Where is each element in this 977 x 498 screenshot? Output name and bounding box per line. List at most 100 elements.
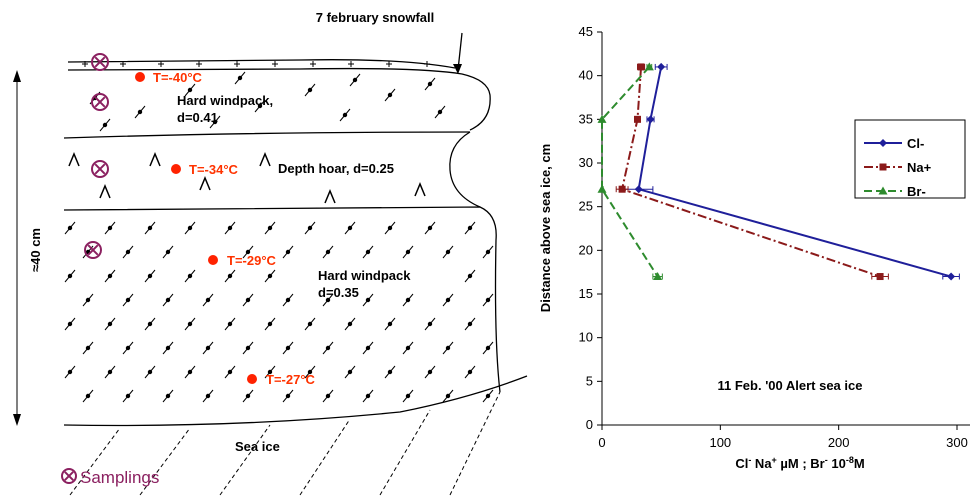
surface-plus-mark — [386, 61, 392, 67]
snow-grain — [464, 221, 476, 235]
snow-grain — [242, 341, 254, 355]
data-point — [947, 272, 956, 281]
snow-grain — [322, 245, 334, 259]
snow-grain — [304, 83, 316, 97]
y-tick-label: 45 — [579, 24, 593, 39]
snow-grain — [339, 108, 351, 122]
snow-grain — [99, 118, 111, 132]
data-point — [597, 184, 607, 193]
snow-grain — [282, 245, 294, 259]
y-tick-label: 15 — [579, 286, 593, 301]
depth-hoar-right-edge — [449, 131, 481, 208]
data-point — [657, 62, 666, 71]
snow-grain — [442, 293, 454, 307]
snow-grain — [184, 221, 196, 235]
snow-grain — [442, 389, 454, 403]
layer-1-density: d=0.41 — [177, 110, 218, 125]
snow-grain — [162, 293, 174, 307]
series-line — [601, 66, 659, 278]
depth-hoar-crystal — [99, 184, 111, 199]
data-point — [637, 63, 645, 71]
surface-marks — [82, 61, 430, 67]
snow-grain — [362, 245, 374, 259]
x-tick-label: 100 — [709, 435, 731, 450]
snowfall-label: 7 february snowfall — [316, 10, 434, 25]
y-tick-label: 20 — [579, 242, 593, 257]
surface-plus-mark — [234, 61, 240, 67]
snow-grain — [264, 365, 276, 379]
snow-grain — [402, 389, 414, 403]
series-2 — [597, 62, 663, 281]
x-tick-label: 300 — [946, 435, 968, 450]
snow-grain — [104, 269, 116, 283]
snow-grain — [104, 317, 116, 331]
x-tick-label: 0 — [598, 435, 605, 450]
surface-plus-mark — [82, 61, 88, 67]
height-arrow-top — [13, 70, 21, 82]
temp-dot-2 — [171, 164, 181, 174]
temp-label-2: T=-34°C — [189, 162, 239, 177]
height-label: ≈40 cm — [28, 228, 43, 272]
x-axis-label: Cl- Na+ µM ; Br- 10-8M — [735, 455, 864, 471]
boundary-mid — [63, 206, 501, 393]
series-line — [620, 66, 881, 278]
data-point — [653, 272, 663, 281]
snow-grain — [224, 221, 236, 235]
snow-grain — [104, 221, 116, 235]
temp-dot-1 — [135, 72, 145, 82]
data-point — [634, 115, 641, 123]
y-tick-label: 40 — [579, 68, 593, 83]
depth-hoar-crystal — [199, 176, 211, 191]
depth-hoar-crystals — [68, 152, 426, 204]
depth-hoar-crystal — [68, 152, 80, 167]
snow-grain — [144, 365, 156, 379]
data-point — [644, 62, 654, 71]
series-0 — [623, 62, 960, 281]
snow-grain — [362, 293, 374, 307]
y-tick-label: 35 — [579, 111, 593, 126]
y-tick-label: 25 — [579, 199, 593, 214]
snow-grain — [224, 317, 236, 331]
snow-grain — [184, 365, 196, 379]
y-tick-label: 0 — [586, 417, 593, 432]
series-line — [637, 66, 952, 278]
snow-grain — [322, 341, 334, 355]
y-tick-label: 5 — [586, 373, 593, 388]
snow-grain — [482, 341, 494, 355]
snow-grain — [362, 341, 374, 355]
legend-marker — [879, 139, 887, 147]
snow-grain — [344, 365, 356, 379]
depth-hoar-crystal — [324, 189, 336, 204]
data-point — [597, 114, 607, 123]
snow-grain — [282, 341, 294, 355]
temp-dot-3 — [208, 255, 218, 265]
snow-grain — [184, 269, 196, 283]
snow-grain — [64, 317, 76, 331]
snow-grain — [162, 341, 174, 355]
snow-grain — [224, 365, 236, 379]
snow-grain — [82, 389, 94, 403]
legend-entry: Na+ — [864, 160, 932, 175]
snow-grain — [82, 293, 94, 307]
chart-title: 11 Feb. '00 Alert sea ice — [718, 378, 863, 393]
boundary-bottom — [63, 375, 528, 427]
sampling-icon — [84, 241, 102, 259]
sea-ice-hatch — [69, 391, 501, 496]
snow-grain — [162, 245, 174, 259]
data-point — [618, 185, 626, 193]
legend-marker — [878, 186, 888, 195]
samplings-legend-label: Samplings — [80, 468, 159, 487]
snow-grain — [322, 293, 334, 307]
snow-grain — [184, 83, 196, 97]
y-tick-label: 10 — [579, 330, 593, 345]
snow-grain — [144, 317, 156, 331]
snow-grain — [384, 317, 396, 331]
snow-grain — [104, 365, 116, 379]
snow-grain — [482, 245, 494, 259]
snow-grain — [282, 293, 294, 307]
legend-box — [854, 119, 966, 199]
snow-grain — [482, 293, 494, 307]
y-axis-label: Distance above sea ice, cm — [538, 144, 553, 312]
layer-3-density: d=0.35 — [318, 285, 359, 300]
